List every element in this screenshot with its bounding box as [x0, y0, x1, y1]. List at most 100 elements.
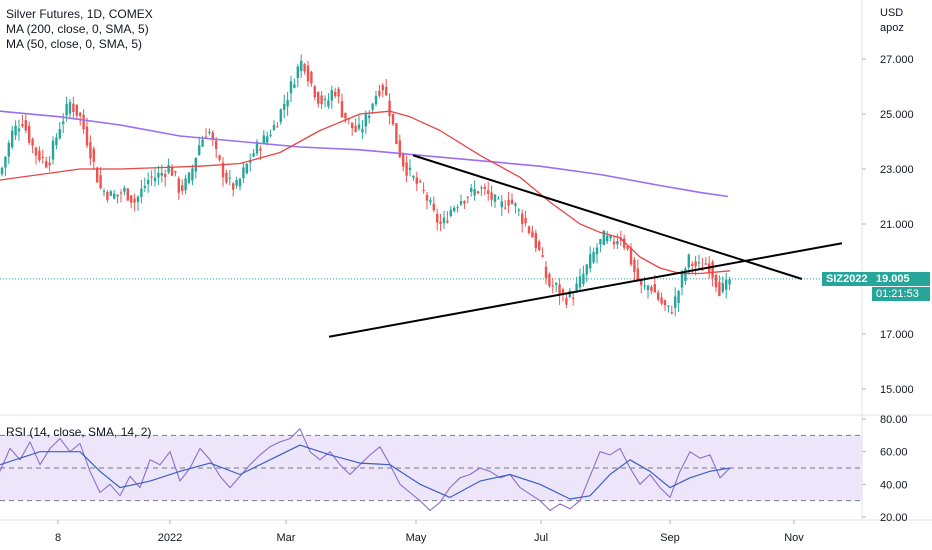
rsi-line [0, 428, 731, 512]
candle-body [650, 286, 653, 292]
candle-body [419, 181, 422, 183]
time-tick-label: 8 [55, 532, 61, 544]
candle-body [140, 188, 143, 197]
candle-body [595, 247, 599, 255]
candle-body [653, 284, 656, 293]
candle-body [68, 102, 72, 114]
rsi-tick-label: 60.00 [880, 447, 908, 459]
candle-body [504, 207, 507, 209]
candle-body [228, 177, 231, 179]
candle-body [310, 71, 313, 84]
candle-body [422, 189, 425, 191]
price-tick-label: 15.000 [880, 384, 914, 396]
candle-body [480, 187, 483, 189]
time-tick-label: Jul [534, 532, 548, 544]
candle-body [612, 241, 616, 245]
candle-body [177, 178, 180, 193]
candle-body [351, 122, 354, 129]
candle-body [388, 100, 391, 117]
candle-body [170, 167, 174, 176]
candle-body [85, 126, 89, 146]
candle-body [368, 115, 371, 118]
candle-body [667, 305, 670, 307]
candle-body [548, 274, 551, 287]
candle-body [609, 235, 612, 239]
candle-body [21, 124, 24, 127]
candle-body [113, 193, 116, 199]
candle-body [582, 273, 585, 284]
candle-body [561, 289, 565, 295]
candle-body [497, 198, 500, 200]
candle-body [320, 95, 323, 105]
candle-body [82, 114, 85, 130]
candle-body [79, 112, 82, 117]
candle-body [130, 195, 133, 203]
candle-body [58, 129, 61, 139]
candle-body [24, 120, 27, 131]
rsi-ma-line [0, 444, 731, 500]
candle-body [147, 179, 150, 185]
candle-body [119, 192, 123, 194]
candle-body [500, 201, 503, 208]
candle-body [385, 87, 388, 96]
candle-body [487, 190, 490, 194]
candle-body [65, 104, 68, 116]
candle-body [17, 128, 21, 132]
candle-body [646, 285, 650, 291]
candle-body [221, 162, 225, 178]
candle-body [45, 160, 48, 168]
candles [0, 54, 731, 317]
candle-body [354, 125, 357, 132]
candle-body [99, 175, 102, 189]
price-tick-label: 23.000 [880, 164, 914, 176]
candle-body [286, 99, 289, 107]
candle-body [191, 168, 194, 181]
candle-body [697, 262, 701, 264]
candle-body [585, 264, 588, 275]
candle-body [75, 104, 78, 116]
candle-body [657, 292, 660, 300]
candle-body [157, 172, 160, 178]
candle-body [674, 296, 677, 308]
candle-body [412, 176, 415, 178]
candle-body [296, 66, 299, 79]
candle-body [245, 163, 248, 174]
candle-body [194, 157, 197, 172]
candle-body [211, 132, 214, 141]
author-label: apoz [880, 22, 904, 34]
candle-body [623, 238, 626, 248]
candle-body [184, 178, 187, 191]
candle-body [330, 90, 333, 101]
candle-body [276, 126, 279, 128]
candle-body [252, 153, 255, 157]
candle-body [323, 98, 327, 101]
candle-body [48, 162, 51, 166]
rsi-band [0, 435, 862, 501]
countdown-tag: 01:21:53 [872, 287, 930, 301]
candle-body [425, 194, 429, 201]
candle-body [446, 220, 449, 223]
price-tick-label: 17.000 [880, 329, 914, 341]
candle-body [249, 160, 252, 163]
time-tick-label: Mar [277, 532, 296, 544]
candle-body [381, 85, 384, 91]
candle-body [262, 135, 265, 144]
ma200-line [0, 110, 729, 198]
candle-body [575, 283, 578, 292]
candle-body [242, 167, 245, 179]
candle-body [167, 165, 170, 173]
candle-body [395, 123, 398, 145]
candle-body [527, 226, 531, 233]
candle-body [643, 285, 646, 287]
candle-body [521, 213, 524, 224]
candle-body [449, 209, 452, 217]
candle-body [493, 194, 497, 202]
candle-body [92, 148, 95, 162]
rsi-legend: RSI (14, close, SMA, 14, 2) [6, 425, 152, 439]
candle-body [439, 221, 442, 224]
candle-body [432, 203, 435, 211]
candle-body [283, 103, 286, 110]
candle-body [272, 125, 276, 130]
ma50-legend: MA (50, close, 0, SMA, 5) [6, 37, 143, 51]
